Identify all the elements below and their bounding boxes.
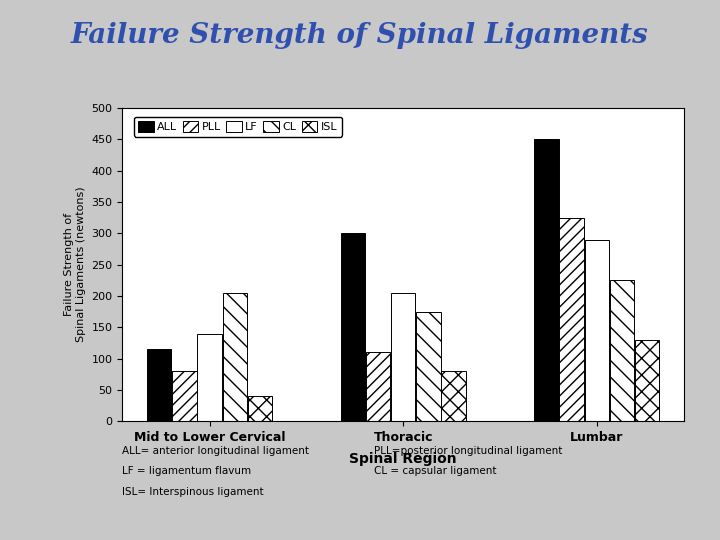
- Bar: [559, 218, 584, 421]
- Bar: [585, 240, 609, 421]
- Bar: [197, 334, 222, 421]
- Bar: [635, 340, 660, 421]
- Bar: [366, 352, 390, 421]
- Bar: [610, 280, 634, 421]
- Text: PLL=posterior longitudinal ligament: PLL=posterior longitudinal ligament: [374, 446, 563, 456]
- Bar: [172, 371, 197, 421]
- Bar: [391, 293, 415, 421]
- X-axis label: Spinal Region: Spinal Region: [349, 453, 457, 466]
- Bar: [441, 371, 466, 421]
- Text: LF = ligamentum flavum: LF = ligamentum flavum: [122, 466, 251, 476]
- Bar: [222, 293, 247, 421]
- Bar: [416, 312, 441, 421]
- Text: ALL= anterior longitudinal ligament: ALL= anterior longitudinal ligament: [122, 446, 310, 456]
- Text: CL = capsular ligament: CL = capsular ligament: [374, 466, 497, 476]
- Text: Failure Strength of Spinal Ligaments: Failure Strength of Spinal Ligaments: [71, 22, 649, 49]
- Text: ISL= Interspinous ligament: ISL= Interspinous ligament: [122, 487, 264, 497]
- Bar: [248, 396, 272, 421]
- Bar: [341, 233, 365, 421]
- Y-axis label: Failure Strength of
Spinal Ligaments (newtons): Failure Strength of Spinal Ligaments (ne…: [64, 187, 86, 342]
- Legend: ALL, PLL, LF, CL, ISL: ALL, PLL, LF, CL, ISL: [134, 117, 342, 137]
- Bar: [147, 349, 171, 421]
- Bar: [534, 139, 559, 421]
